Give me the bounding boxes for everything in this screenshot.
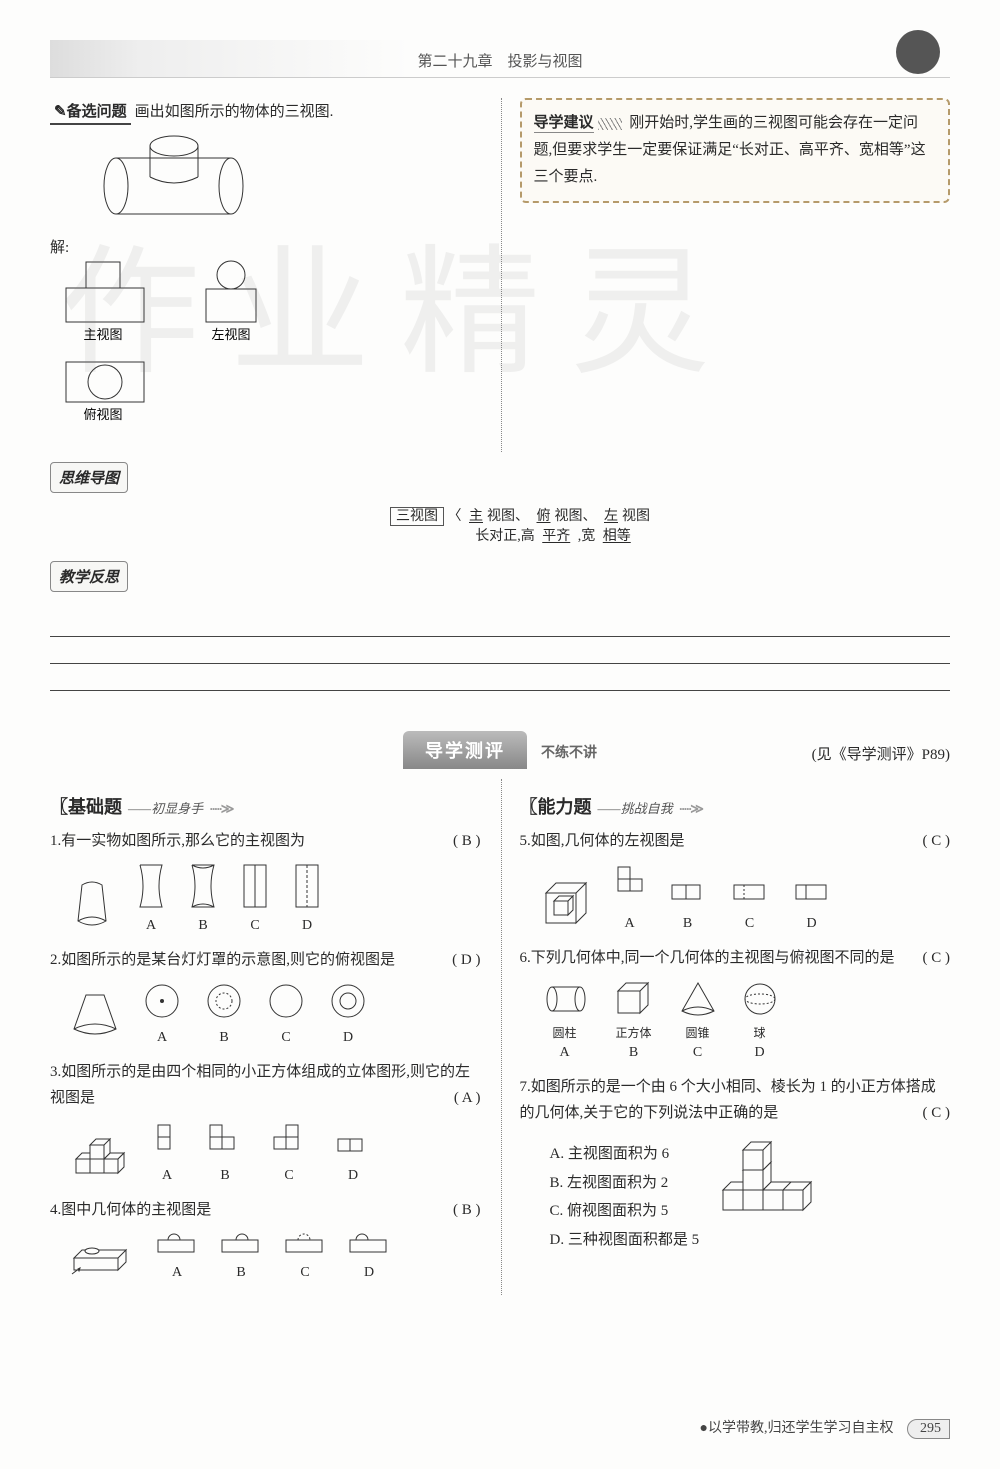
q5-ans: ( C ) [923, 829, 951, 855]
solve-label: 解: [50, 236, 481, 257]
banner-ref: (见《导学测评》P89) [812, 743, 950, 764]
tip-col: 导学建议 刚开始时,学生画的三视图可能会存在一定问题,但要求学生一定要保证满足“… [501, 98, 951, 452]
banner-title: 导学测评 [403, 731, 527, 769]
problem-tag: ✎备选问题 [50, 98, 131, 125]
problem-prompt: 画出如图所示的物体的三视图. [135, 104, 334, 120]
q6: 6.下列几何体中,同一个几何体的主视图与俯视图不同的是( C ) [520, 946, 951, 972]
basic-head: 〖基础题——初显身手·····≫ [50, 793, 481, 819]
q7-ans: ( C ) [923, 1101, 951, 1127]
mascot-icon [896, 30, 940, 74]
q5: 5.如图,几何体的左视图是( C ) [520, 829, 951, 855]
q7-figure [713, 1134, 823, 1264]
q1: 1.有一实物如图所示,那么它的主视图为( B ) [50, 829, 481, 855]
page-number: 295 [907, 1419, 950, 1439]
chapter-title: 第二十九章 投影与视图 [417, 54, 582, 70]
page-footer: ●以学带教,归还学生学习自主权 295 [700, 1417, 950, 1439]
problem-col: ✎备选问题 画出如图所示的物体的三视图. 解: [50, 98, 481, 452]
q2-ans: ( D ) [452, 948, 480, 974]
q3-solid [70, 1129, 130, 1184]
q2-solid [70, 989, 120, 1046]
hatch-icon [598, 118, 622, 130]
q7: 7.如图所示的是一个由 6 个大小相同、棱长为 1 的小正方体搭成的几何体,关于… [520, 1075, 951, 1126]
q3-ans: ( A ) [454, 1086, 481, 1112]
q2: 2.如图所示的是某台灯灯罩的示意图,则它的俯视图是( D ) [50, 948, 481, 974]
three-views: 主视图 左视图 俯视图 [56, 257, 481, 442]
mindmap-root: 三视图 [390, 507, 444, 526]
tip-lead: 导学建议 [534, 115, 594, 133]
footer-motto: ●以学带教,归还学生学习自主权 [700, 1421, 894, 1436]
mindmap-row1: 三视图 〈 主视图、 俯视图、 左视图 [90, 505, 950, 525]
banner-sub: 不练不讲 [541, 742, 597, 762]
reflect-lines [50, 610, 950, 691]
mindmap-row2: 长对正,高 平齐 ,宽 相等 [160, 525, 950, 545]
q4-opts: A B C D [70, 1232, 481, 1281]
q3: 3.如图所示的是由四个相同的小正方体组成的立体图形,则它的左视图是( A ) [50, 1060, 481, 1111]
exercise-row: 〖基础题——初显身手·····≫ 1.有一实物如图所示,那么它的主视图为( B … [50, 779, 950, 1295]
mindmap-section: 思维导图 三视图 〈 主视图、 俯视图、 左视图 长对正,高 平齐 ,宽 相等 [50, 462, 950, 545]
ability-col: 〖能力题——挑战自我·····≫ 5.如图,几何体的左视图是( C ) A B … [501, 779, 951, 1295]
mindmap-tag: 思维导图 [50, 462, 128, 493]
basic-col: 〖基础题——初显身手·····≫ 1.有一实物如图所示,那么它的主视图为( B … [50, 779, 481, 1295]
assessment-banner: 导学测评 不练不讲 (见《导学测评》P89) [50, 731, 950, 769]
reflect-tag: 教学反思 [50, 561, 128, 592]
chapter-header: 第二十九章 投影与视图 [50, 40, 950, 78]
q7-choices: A. 主视图面积为 6 B. 左视图面积为 2 C. 俯视图面积为 5 D. 三… [550, 1140, 700, 1254]
q6-opts: 圆柱A 正方体B 圆锥C 球D [540, 979, 951, 1061]
svg-text:左视图: 左视图 [211, 327, 250, 342]
q5-solid [540, 877, 592, 932]
solid-figure [56, 131, 481, 226]
q4: 4.图中几何体的主视图是( B ) [50, 1198, 481, 1224]
q6-ans: ( C ) [923, 946, 951, 972]
top-row: ✎备选问题 画出如图所示的物体的三视图. 解: [50, 98, 950, 452]
svg-text:俯视图: 俯视图 [83, 407, 122, 422]
page: 作业精灵 第二十九章 投影与视图 ✎备选问题 画出如图所示的物体的三视图. [0, 0, 1000, 1469]
q1-ans: ( B ) [453, 829, 481, 855]
q5-opts: A B C D [540, 863, 951, 932]
q1-opts: A B C D [70, 863, 481, 934]
q1-solid [70, 879, 114, 934]
q4-ans: ( B ) [453, 1198, 481, 1224]
q2-opts: A B C D [70, 981, 481, 1046]
ability-head: 〖能力题——挑战自我·····≫ [520, 793, 951, 819]
q4-solid [70, 1238, 134, 1281]
svg-text:主视图: 主视图 [83, 327, 122, 342]
reflect-section: 教学反思 [50, 561, 950, 691]
q3-opts: A B C D [70, 1119, 481, 1184]
tip-callout: 导学建议 刚开始时,学生画的三视图可能会存在一定问题,但要求学生一定要保证满足“… [520, 98, 951, 203]
